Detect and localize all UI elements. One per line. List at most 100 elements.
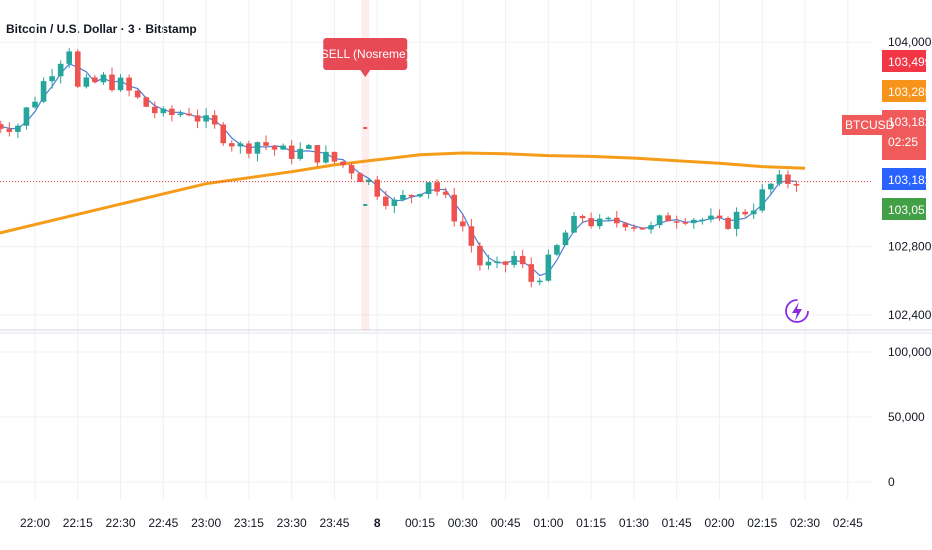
candle-body: [511, 255, 517, 265]
candle-body: [776, 174, 783, 184]
candle-body: [40, 81, 47, 102]
x-tick-label: 23:30: [277, 516, 307, 530]
candle-body: [502, 261, 509, 265]
candle-body: [49, 76, 55, 82]
candle-body: [0, 124, 4, 129]
x-tick-label: 00:30: [448, 516, 478, 530]
candle-body: [460, 221, 466, 227]
candle-body: [126, 77, 132, 91]
candle-body: [203, 115, 209, 122]
candle-body: [134, 90, 141, 98]
volume-y-tick-label: 100,000: [888, 345, 932, 359]
candle-body: [596, 218, 603, 227]
candle-body: [382, 196, 389, 206]
volume-y-tick-label: 50,000: [888, 410, 925, 424]
candle-body: [793, 183, 800, 186]
candle-body: [331, 151, 338, 162]
candle-body: [15, 125, 21, 132]
x-tick-label: 01:30: [619, 516, 649, 530]
candle-body: [237, 143, 244, 147]
ma-fast-line: [0, 63, 797, 277]
chart-title: Bitcoin / U.S. Dollar · 3 · Bitstamp: [6, 22, 197, 36]
candle-body: [228, 143, 235, 147]
candle-body: [211, 115, 218, 125]
candle-body: [750, 210, 757, 215]
candle-body: [699, 219, 706, 222]
candle-body: [23, 107, 30, 126]
price-label-box: [882, 50, 926, 72]
price-labels: 103,499103,285103,18202:25BTCUSD103,1821…: [842, 50, 932, 220]
x-tick-label: 01:15: [576, 516, 606, 530]
candle-body: [169, 108, 175, 116]
candle-body: [374, 179, 381, 197]
candle-body: [263, 142, 269, 146]
candle-body: [545, 254, 552, 281]
candle-body: [537, 280, 543, 283]
candle-body: [554, 245, 560, 255]
candle-body: [100, 74, 107, 83]
lightning-bolt-icon: [792, 302, 802, 321]
candle-body: [477, 245, 483, 266]
candle-body: [288, 145, 295, 159]
candle-body: [528, 264, 535, 282]
candle-body: [408, 194, 415, 197]
lightning-icon: [785, 299, 809, 323]
candle-body: [425, 182, 432, 195]
candle-body: [246, 143, 252, 154]
grid: [0, 0, 932, 500]
candle-body: [400, 194, 406, 200]
x-tick-label: 23:15: [234, 516, 264, 530]
price-label-box: [882, 168, 926, 190]
candle-body: [785, 174, 791, 184]
candle-body: [177, 113, 184, 116]
price-label-text: 103,051: [888, 203, 932, 217]
price-label-text: 103,182: [888, 173, 932, 187]
candle-body: [468, 226, 475, 246]
candle-body: [340, 161, 346, 166]
sell-label: SELL (Nosreme): [321, 47, 410, 61]
candles: [0, 48, 800, 288]
x-tick-label: 01:00: [533, 516, 563, 530]
candle-body: [323, 151, 329, 163]
candle-body: [485, 261, 492, 266]
candle-body: [6, 128, 13, 132]
price-label-text: 103,182: [888, 115, 932, 129]
sell-band: [361, 0, 370, 330]
candle-body: [434, 182, 440, 192]
x-tick-label: 02:45: [833, 516, 863, 530]
candle-body: [725, 217, 731, 229]
candle-body: [280, 145, 286, 150]
candle-body: [648, 225, 654, 230]
price-label-box: [882, 198, 926, 220]
candle-body: [622, 223, 629, 228]
candle-body: [83, 77, 90, 87]
price-label-text: 103,499: [888, 55, 932, 69]
symbol-tag-text: BTCUSD: [845, 118, 895, 132]
candle-body: [186, 113, 192, 116]
candle-body: [494, 261, 500, 263]
candle-body: [271, 145, 278, 150]
x-tick-label: 02:15: [747, 516, 777, 530]
y-tick-label: 104,000: [888, 35, 932, 49]
candle-body: [417, 194, 423, 197]
candle-body: [160, 108, 167, 114]
candle-body: [673, 221, 680, 223]
x-tick-label: 23:00: [191, 516, 221, 530]
candle-body: [92, 77, 98, 83]
symbol-tag-box: [842, 115, 882, 135]
candle-body: [109, 74, 115, 91]
x-tick-label: 22:45: [148, 516, 178, 530]
candle-body: [305, 145, 312, 149]
candle-body: [571, 215, 577, 233]
sell-signal[interactable]: SELL (Nosreme): [321, 0, 410, 330]
candle-body: [357, 173, 363, 182]
price-label-text: 103,285: [888, 85, 932, 99]
candle-body: [143, 97, 150, 107]
candle-body: [631, 227, 637, 229]
price-label-countdown: 02:25: [888, 135, 918, 149]
moving-averages: [0, 63, 806, 277]
candle-body: [74, 51, 81, 87]
price-label-box: [882, 110, 926, 160]
candle-body: [639, 227, 646, 230]
